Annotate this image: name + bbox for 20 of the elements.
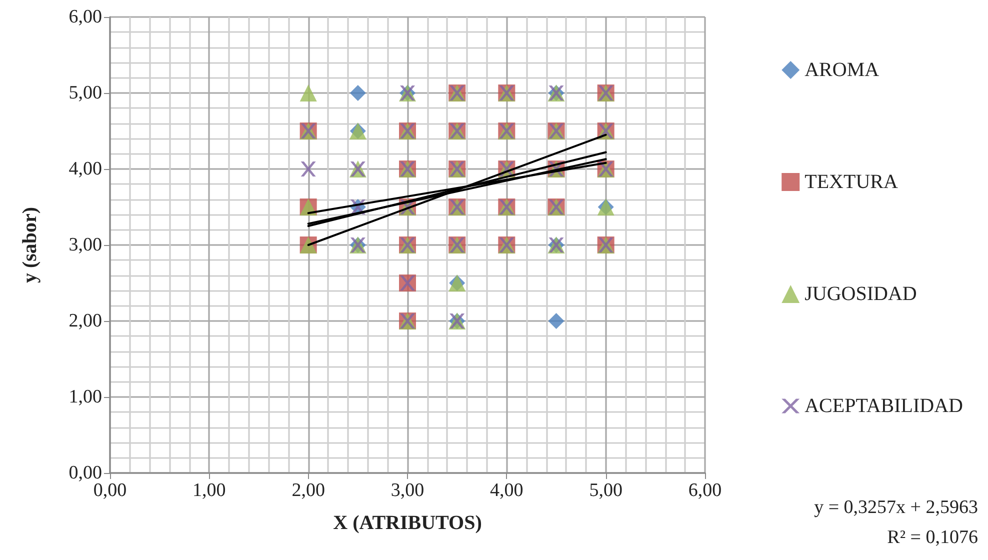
y-tick-label: 1,00 (68, 386, 102, 408)
x-axis-title: X (ATRIBUTOS) (333, 512, 482, 534)
legend-label: ACEPTABILIDAD (804, 395, 963, 417)
y-tick-label: 5,00 (68, 82, 102, 104)
y-tick-label: 6,00 (68, 6, 102, 28)
x-tick-label: 1,00 (192, 480, 226, 501)
x-tick-label: 3,00 (390, 480, 424, 501)
x-tick-label: 2,00 (292, 480, 325, 501)
text: R² = 0,1076 (887, 527, 978, 548)
y-tick-label: 4,00 (68, 158, 102, 180)
legend-label: JUGOSIDAD (804, 283, 917, 305)
y-tick-label: 2,00 (68, 310, 102, 332)
y-axis-title: y (sabor) (19, 206, 41, 284)
text: y = 0,3257x + 2,5963 (814, 497, 978, 518)
x-tick-label: 4,00 (490, 480, 524, 501)
legend-label: AROMA (804, 59, 880, 81)
x-tick-label: 5,00 (589, 480, 622, 501)
y-tick-label: 3,00 (68, 234, 102, 256)
x-tick-label: 6,00 (688, 480, 722, 501)
legend-label: TEXTURA (804, 171, 898, 193)
